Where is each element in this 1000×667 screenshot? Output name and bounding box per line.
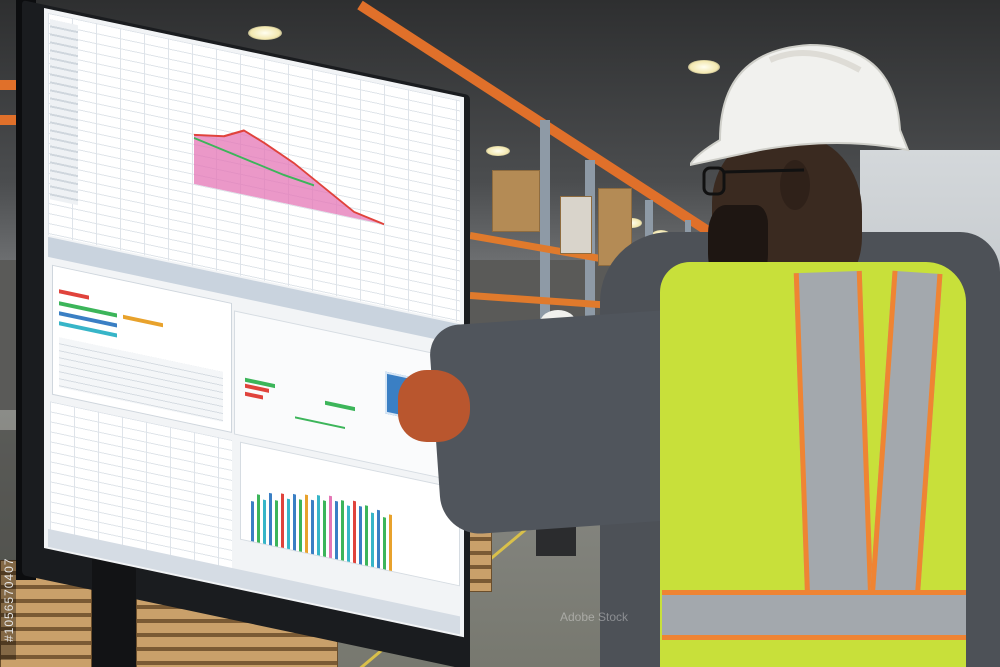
ceiling-light (486, 146, 510, 156)
vest-reflective-strip (793, 270, 875, 632)
column-bar (371, 512, 374, 568)
metric-bar (245, 391, 263, 400)
column-bar (365, 505, 368, 566)
metric-bar (325, 400, 355, 412)
column-bar (377, 509, 380, 569)
area-chart-line-green (193, 136, 315, 187)
column-bar (389, 514, 392, 571)
column-bar (353, 500, 356, 564)
column-bar (359, 505, 362, 565)
area-chart (193, 129, 385, 226)
column-bar (263, 499, 266, 545)
dashboard-screen (44, 8, 464, 638)
stock-watermark: Adobe Stock (560, 610, 629, 624)
stock-watermark-strip: #1056570407 (0, 430, 16, 660)
rack-post (540, 120, 550, 420)
storage-box (560, 196, 592, 254)
column-bar (275, 500, 278, 547)
column-bar (311, 499, 314, 555)
column-bar (341, 500, 344, 561)
column-bar (269, 492, 272, 546)
kpi-bar (123, 314, 163, 328)
column-bar (251, 500, 254, 542)
column-bar (287, 498, 290, 550)
column-bar (383, 517, 386, 570)
column-bar (323, 500, 326, 557)
column-bar (317, 495, 320, 556)
column-bar (305, 494, 308, 554)
storage-box (492, 170, 540, 232)
glasses-icon (702, 166, 805, 196)
column-bar (299, 499, 302, 552)
column-bar (293, 493, 296, 551)
vest-reflective-band (662, 590, 966, 640)
ceiling-light (622, 218, 642, 228)
column-bar (281, 493, 284, 549)
worker-ear (780, 160, 810, 210)
worker-fist (398, 370, 470, 442)
area-chart-line-red (193, 129, 385, 226)
stock-image-id: #1056570407 (2, 557, 16, 642)
kpi-bar (59, 289, 89, 300)
column-bar (329, 495, 332, 559)
hard-hat-icon (690, 43, 910, 167)
left-orange-beam (0, 80, 28, 90)
ceiling-light (248, 26, 282, 40)
left-orange-beam-2 (0, 115, 28, 125)
ceiling-light (688, 60, 720, 74)
column-bar (347, 505, 350, 563)
rack-post (585, 160, 595, 420)
column-bar (257, 494, 260, 543)
column-bar (335, 500, 338, 560)
row-labels (50, 19, 78, 206)
metric-bar (295, 416, 345, 429)
